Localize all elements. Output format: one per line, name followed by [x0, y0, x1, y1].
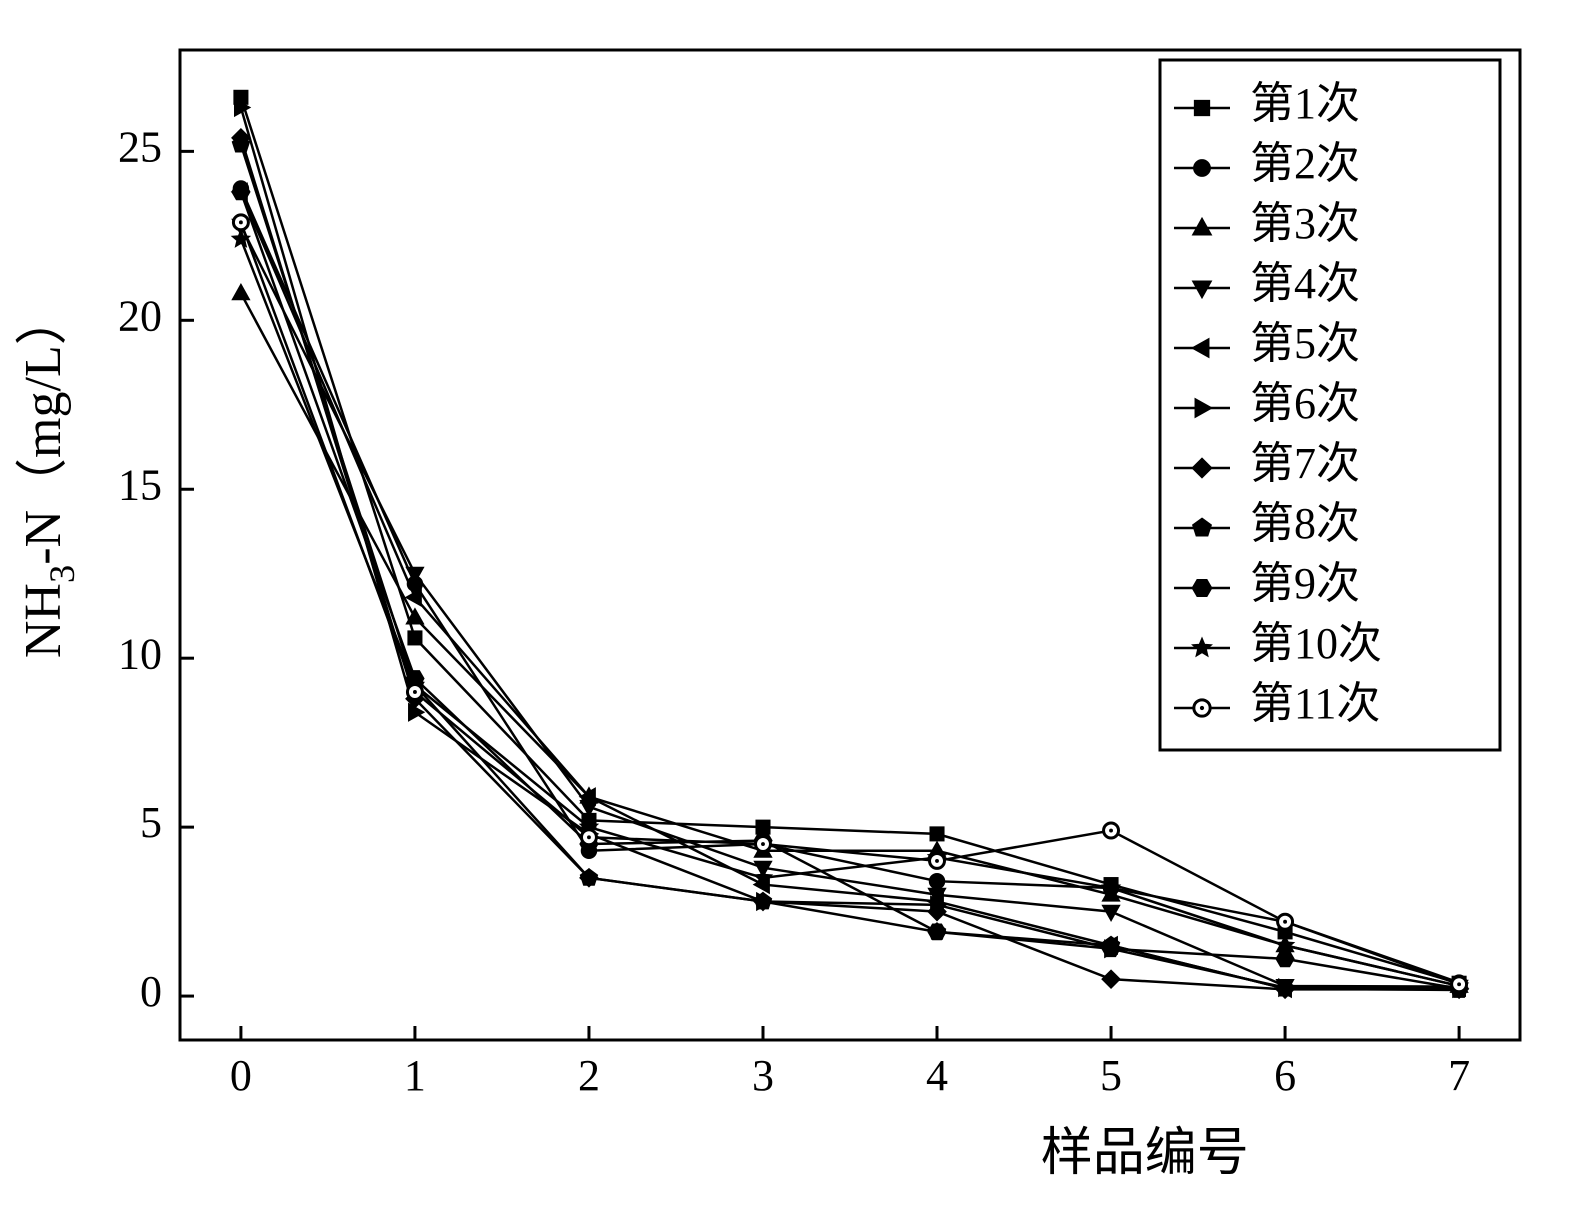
legend-label: 第6次 [1250, 379, 1360, 428]
x-tick-label: 4 [926, 1051, 948, 1100]
x-tick-label: 3 [752, 1051, 774, 1100]
legend-label: 第1次 [1250, 79, 1360, 128]
y-tick-label: 5 [140, 798, 162, 847]
legend-label: 第11次 [1250, 679, 1380, 728]
legend-label: 第7次 [1250, 439, 1360, 488]
x-tick-label: 0 [230, 1051, 252, 1100]
legend-label: 第3次 [1250, 199, 1360, 248]
y-tick-label: 0 [140, 967, 162, 1016]
legend-label: 第10次 [1250, 619, 1382, 668]
chart-svg: 051015202501234567NH3-N（mg/L）样品编号第1次第2次第… [0, 0, 1588, 1207]
y-tick-label: 15 [118, 460, 162, 509]
legend-label: 第5次 [1250, 319, 1360, 368]
x-tick-label: 6 [1274, 1051, 1296, 1100]
x-tick-label: 7 [1448, 1051, 1470, 1100]
legend-label: 第9次 [1250, 559, 1360, 608]
x-tick-label: 1 [404, 1051, 426, 1100]
legend: 第1次第2次第3次第4次第5次第6次第7次第8次第9次第10次第11次 [1160, 60, 1500, 750]
y-tick-label: 10 [118, 629, 162, 678]
x-tick-label: 5 [1100, 1051, 1122, 1100]
nh3n-line-chart: 051015202501234567NH3-N（mg/L）样品编号第1次第2次第… [0, 0, 1588, 1207]
y-axis-label: NH3-N（mg/L） [15, 293, 82, 658]
y-tick-label: 25 [118, 122, 162, 171]
legend-label: 第4次 [1250, 259, 1360, 308]
x-axis-label: 样品编号 [1041, 1125, 1249, 1182]
legend-label: 第2次 [1250, 139, 1360, 188]
legend-label: 第8次 [1250, 499, 1360, 548]
y-tick-label: 20 [118, 291, 162, 340]
x-tick-label: 2 [578, 1051, 600, 1100]
